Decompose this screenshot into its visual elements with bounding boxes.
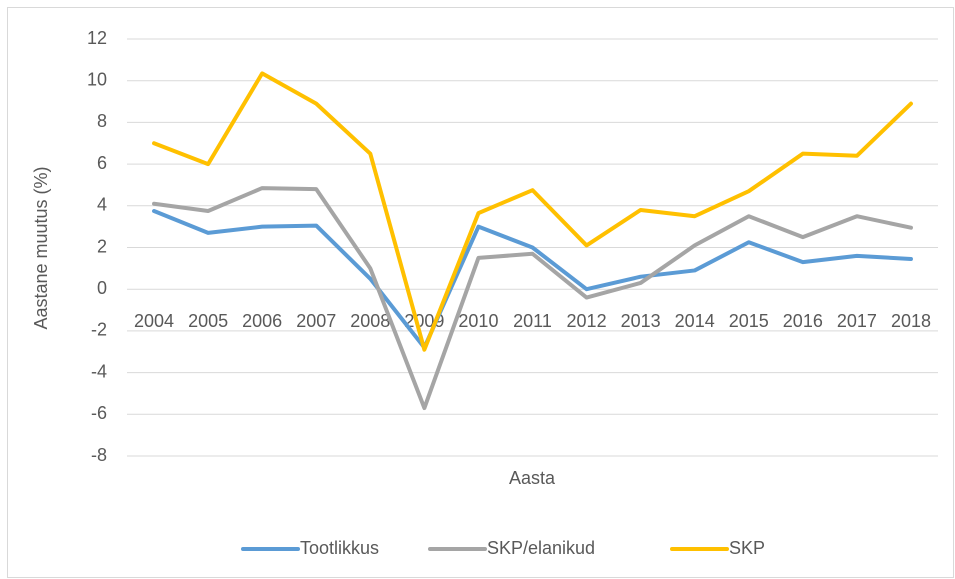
y-axis-title: Aastane muutus (%)	[31, 166, 51, 329]
legend-label: SKP/elanikud	[487, 538, 595, 558]
x-tick-label: 2018	[891, 311, 931, 331]
x-tick-label: 2016	[783, 311, 823, 331]
y-tick-label: -6	[91, 403, 107, 423]
x-tick-label: 2015	[729, 311, 769, 331]
y-tick-label: 2	[97, 236, 107, 256]
x-axis-title: Aasta	[509, 468, 556, 488]
x-tick-label: 2017	[837, 311, 877, 331]
x-tick-label: 2008	[350, 311, 390, 331]
series-line	[152, 209, 913, 350]
chart-frame	[7, 7, 954, 578]
x-tick-label: 2011	[513, 311, 552, 331]
y-tick-label: 12	[87, 28, 107, 48]
series-line	[152, 71, 913, 352]
y-tick-label: 0	[97, 278, 107, 298]
x-tick-label: 2013	[621, 311, 661, 331]
y-tick-label: 10	[87, 69, 107, 89]
series-line	[152, 186, 913, 411]
y-tick-label: -2	[91, 320, 107, 340]
y-tick-label: -8	[91, 445, 107, 465]
y-tick-label: 8	[97, 111, 107, 131]
x-tick-label: 2010	[458, 311, 498, 331]
legend-label: Tootlikkus	[300, 538, 379, 558]
x-tick-label: 2005	[188, 311, 228, 331]
legend-label: SKP	[729, 538, 765, 558]
y-tick-label: 6	[97, 153, 107, 173]
x-tick-label: 2006	[242, 311, 282, 331]
y-tick-label: -4	[91, 361, 107, 381]
x-tick-label: 2007	[296, 311, 336, 331]
x-tick-label: 2012	[567, 311, 607, 331]
x-tick-label: 2014	[675, 311, 715, 331]
x-tick-label: 2004	[134, 311, 174, 331]
y-tick-label: 4	[97, 195, 107, 215]
